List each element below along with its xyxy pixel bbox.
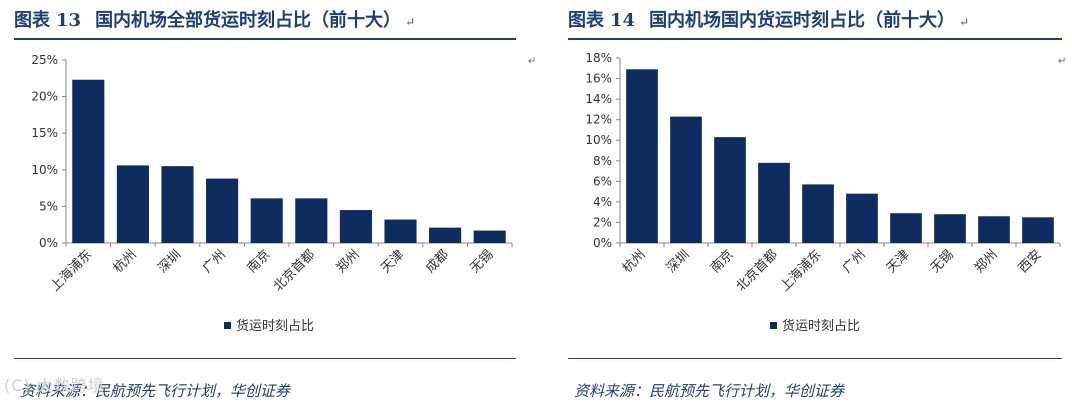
y-tick-label: 12% bbox=[585, 113, 612, 127]
x-category-label: 杭州 bbox=[111, 247, 140, 276]
title-rule bbox=[568, 38, 1062, 40]
bar bbox=[890, 213, 922, 243]
y-tick-label: 4% bbox=[593, 195, 612, 209]
paragraph-mark: ↵ bbox=[405, 15, 416, 29]
legend-swatch bbox=[770, 322, 777, 329]
bar bbox=[206, 178, 239, 243]
x-category-label: 西安 bbox=[1016, 247, 1045, 276]
bar bbox=[670, 116, 702, 243]
y-tick-label: 14% bbox=[585, 92, 612, 106]
legend-label: 货运时刻占比 bbox=[236, 318, 314, 334]
paragraph-mark: ↵ bbox=[959, 15, 970, 29]
bar-chart: 0% 2% 4% 6% 8% 10% 12% 14% 16% 18% 杭州 深圳 南京北京首都上海浦东广… bbox=[585, 51, 1061, 334]
figure-title-number: 14 bbox=[610, 10, 636, 31]
x-category-label: 上海浦东 bbox=[777, 247, 824, 294]
bar bbox=[1022, 217, 1054, 243]
figure-title-number: 13 bbox=[56, 10, 82, 31]
bar bbox=[626, 69, 658, 243]
x-category-label: 无锡 bbox=[928, 247, 957, 276]
bar bbox=[161, 166, 194, 243]
bar bbox=[250, 198, 283, 243]
x-category-label: 深圳 bbox=[155, 247, 184, 276]
x-category-label: 成都 bbox=[423, 247, 452, 276]
figure-title: 图表 13 国内机场全部货运时刻占比（前十大） ↵ bbox=[14, 6, 415, 32]
bar bbox=[978, 216, 1010, 243]
x-category-label: 郑州 bbox=[334, 247, 363, 276]
source-note: 资料来源：民航预先飞行计划，华创证券 bbox=[574, 382, 845, 400]
x-category-label: 广州 bbox=[200, 247, 229, 276]
y-tick-label: 0% bbox=[593, 236, 612, 250]
y-tick-label: 5% bbox=[39, 199, 58, 213]
bar bbox=[934, 214, 966, 243]
x-category-label: 天津 bbox=[884, 247, 913, 276]
y-tick-label: 18% bbox=[585, 51, 612, 65]
x-category-label: 北京首都 bbox=[733, 247, 780, 294]
bar bbox=[116, 165, 149, 243]
title-rule bbox=[14, 38, 516, 40]
figure-title-text: 国内机场国内货运时刻占比（前十大） bbox=[649, 10, 956, 31]
x-category-label: 深圳 bbox=[664, 247, 693, 276]
x-category-label: 南京 bbox=[244, 247, 274, 277]
bar bbox=[384, 219, 417, 243]
bottom-rule bbox=[14, 358, 516, 359]
x-category-label: 郑州 bbox=[972, 247, 1001, 276]
y-tick-label: 2% bbox=[593, 215, 612, 229]
bar bbox=[295, 198, 328, 243]
y-tick-label: 25% bbox=[31, 53, 58, 67]
bar bbox=[339, 210, 372, 243]
y-tick-label: 10% bbox=[585, 133, 612, 147]
corner-paragraph-mark: ↵ bbox=[528, 56, 537, 67]
x-category-label: 无锡 bbox=[468, 247, 497, 276]
figure-title: 图表 14 国内机场国内货运时刻占比（前十大） ↵ bbox=[568, 6, 969, 32]
legend-swatch bbox=[224, 322, 231, 329]
bottom-rule bbox=[568, 358, 1062, 359]
bar bbox=[802, 184, 834, 243]
figure-title-prefix: 图表 bbox=[568, 10, 604, 31]
figure-title-text: 国内机场全部货运时刻占比（前十大） bbox=[95, 10, 402, 31]
figure-13-panel: 图表 13 国内机场全部货运时刻占比（前十大） ↵ 0% 5% 10% 15% 20% 25% 上… bbox=[0, 0, 526, 407]
x-category-label: 上海浦东 bbox=[48, 247, 95, 294]
x-category-label: 南京 bbox=[707, 247, 737, 277]
y-tick-label: 15% bbox=[31, 126, 58, 140]
bar bbox=[473, 230, 506, 243]
y-tick-label: 0% bbox=[39, 236, 58, 250]
watermark: (C) 大数跨境 bbox=[4, 376, 105, 395]
bar bbox=[758, 162, 790, 243]
y-tick-label: 8% bbox=[593, 154, 612, 168]
x-category-label: 北京首都 bbox=[271, 247, 318, 294]
figure-14-panel: 图表 14 国内机场国内货运时刻占比（前十大） ↵ 0% 2% 4% 6% 8% 10% 12% 1… bbox=[554, 0, 1072, 407]
bar bbox=[429, 227, 462, 243]
x-category-label: 杭州 bbox=[620, 247, 649, 276]
bar bbox=[846, 193, 878, 243]
bar bbox=[714, 137, 746, 243]
source-note: 资料来源：民航预先飞行计划，华创证券 bbox=[20, 382, 291, 400]
corner-paragraph-mark: ↵ bbox=[1058, 56, 1067, 67]
y-tick-label: 6% bbox=[593, 174, 612, 188]
legend-label: 货运时刻占比 bbox=[782, 318, 860, 334]
y-tick-label: 20% bbox=[31, 90, 58, 104]
figure-title-prefix: 图表 bbox=[14, 10, 50, 31]
y-tick-label: 16% bbox=[585, 72, 612, 86]
x-category-label: 天津 bbox=[378, 247, 407, 276]
bar bbox=[72, 79, 105, 243]
x-category-label: 广州 bbox=[840, 247, 869, 276]
y-tick-label: 10% bbox=[31, 163, 58, 177]
